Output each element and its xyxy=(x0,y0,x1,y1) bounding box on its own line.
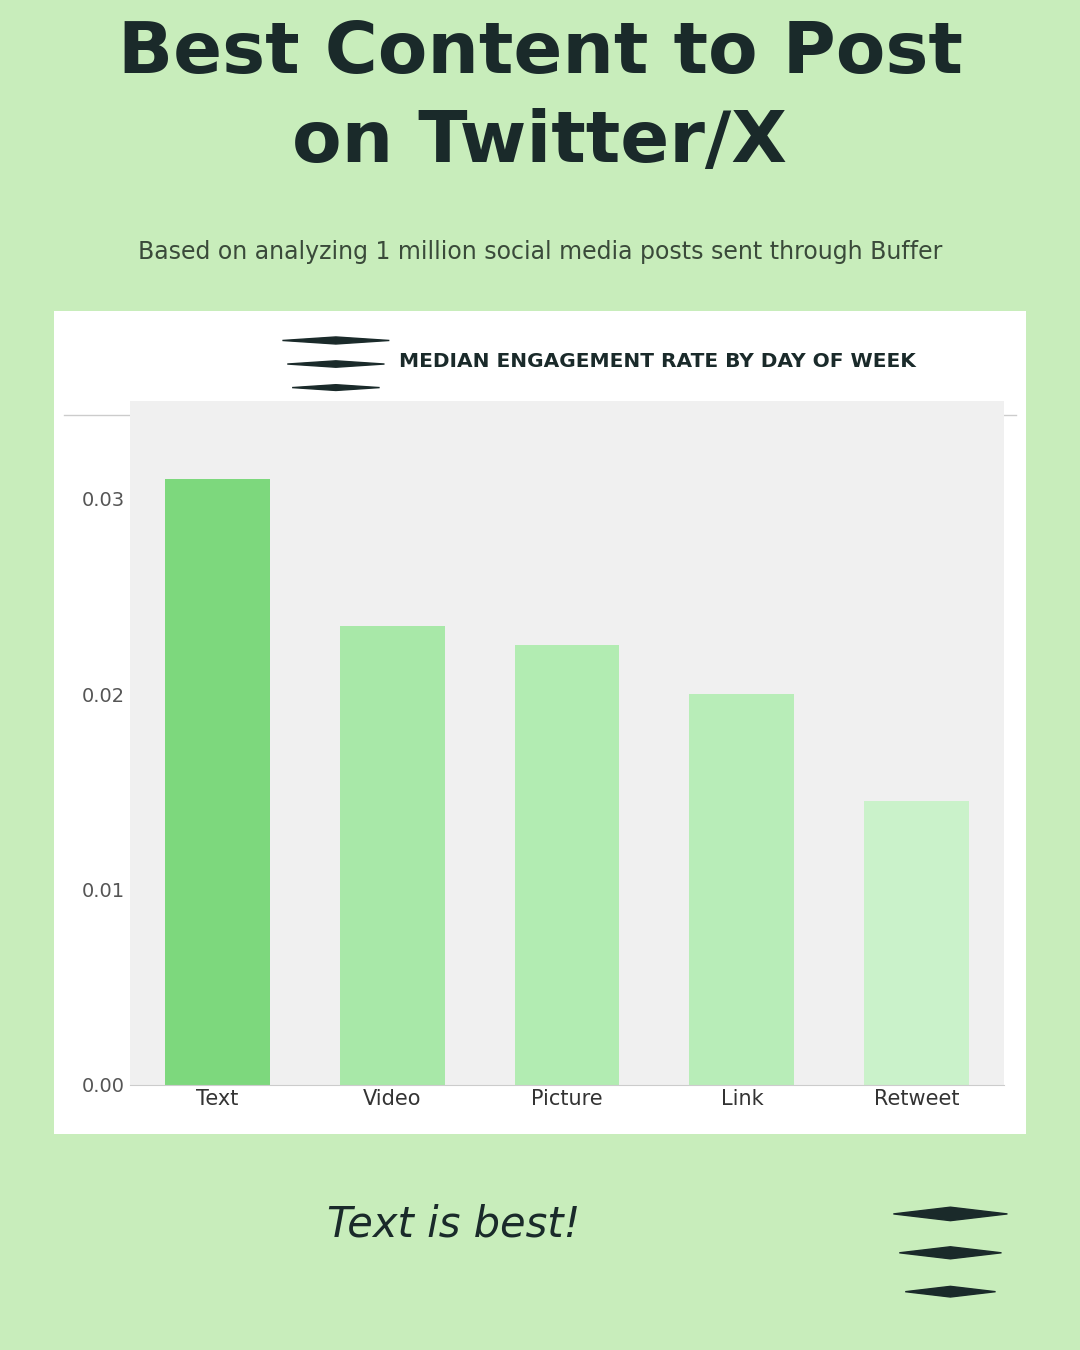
Bar xyxy=(514,645,620,1084)
Text: Best Content to Post: Best Content to Post xyxy=(118,19,962,88)
FancyBboxPatch shape xyxy=(44,302,1036,1142)
Polygon shape xyxy=(292,385,380,390)
Polygon shape xyxy=(900,1247,1001,1258)
Bar xyxy=(339,625,445,1084)
Text: on Twitter/X: on Twitter/X xyxy=(293,108,787,177)
Bar xyxy=(864,802,970,1084)
Text: MEDIAN ENGAGEMENT RATE BY DAY OF WEEK: MEDIAN ENGAGEMENT RATE BY DAY OF WEEK xyxy=(400,352,916,371)
Text: Based on analyzing 1 million social media posts sent through Buffer: Based on analyzing 1 million social medi… xyxy=(138,240,942,265)
Polygon shape xyxy=(282,338,389,344)
Bar xyxy=(689,694,795,1084)
Text: Text is best!: Text is best! xyxy=(327,1204,580,1246)
Polygon shape xyxy=(905,1287,996,1297)
Bar xyxy=(164,479,270,1084)
Polygon shape xyxy=(287,360,384,367)
Polygon shape xyxy=(893,1207,1008,1220)
